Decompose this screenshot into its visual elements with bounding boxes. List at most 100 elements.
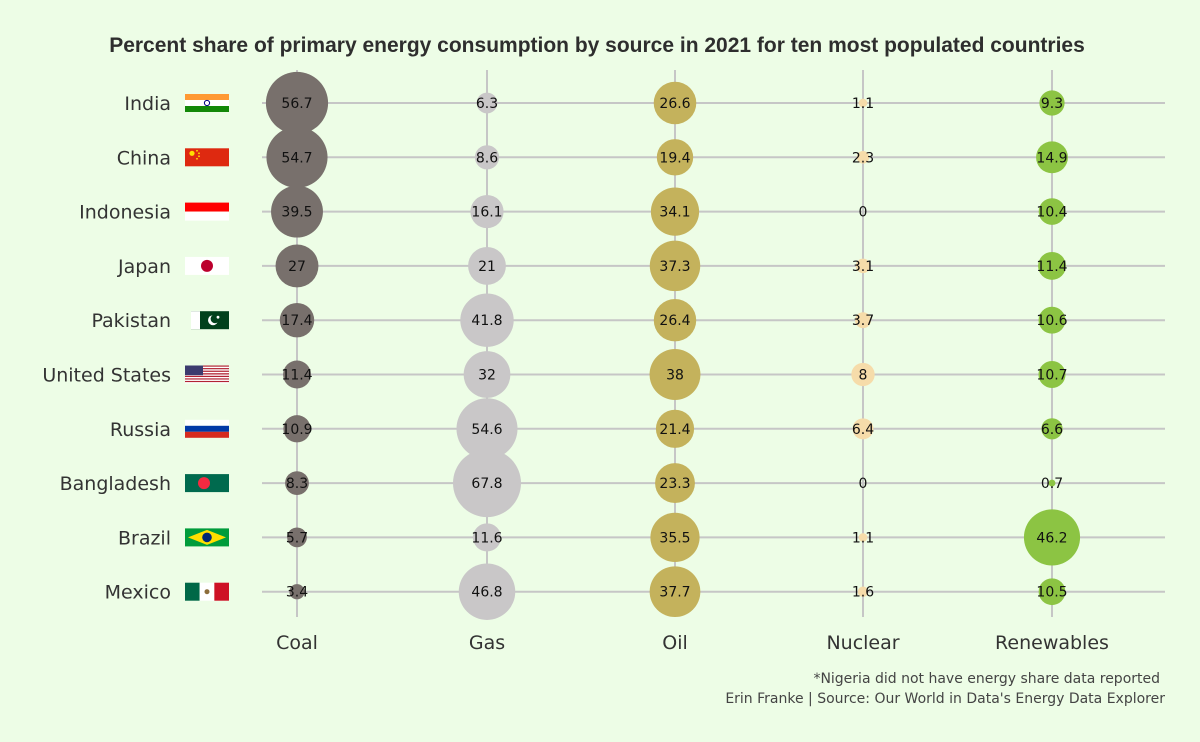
gridlines: [262, 70, 1165, 617]
bubble-india-gas: [476, 92, 498, 114]
bubble-russia-coal: [283, 415, 311, 443]
bubble-japan-renewables: [1038, 251, 1066, 280]
country-label-pakistan: Pakistan: [91, 310, 171, 332]
bubble-china-nuclear: [856, 151, 870, 164]
value-india-nuclear: 1.1: [852, 96, 874, 112]
value-brazil-nuclear: 1.1: [852, 530, 874, 546]
japan-flag-icon: [185, 256, 229, 275]
country-label-japan: Japan: [117, 256, 171, 278]
bubble-pakistan-nuclear: [855, 312, 871, 329]
bubble-japan-coal: [275, 244, 319, 288]
flags: [185, 94, 229, 601]
x-tick-oil: Oil: [662, 632, 688, 654]
country-label-india: India: [124, 93, 171, 115]
bubble-russia-oil: [655, 409, 695, 448]
value-bangladesh-gas: 67.8: [471, 476, 502, 492]
value-indonesia-coal: 39.5: [281, 205, 312, 221]
value-china-oil: 19.4: [659, 150, 690, 166]
bubble-united-states-nuclear: [851, 362, 875, 387]
value-united-states-nuclear: 8: [859, 368, 868, 384]
value-indonesia-renewables: 10.4: [1036, 205, 1067, 221]
bubble-mexico-nuclear: [857, 586, 869, 597]
value-mexico-renewables: 10.5: [1036, 585, 1067, 601]
source-credit: Erin Franke | Source: Our World in Data'…: [725, 691, 1165, 707]
bubble-united-states-oil: [649, 349, 701, 400]
value-russia-oil: 21.4: [659, 422, 690, 438]
chart-title: Percent share of primary energy consumpt…: [109, 34, 1085, 57]
usa-flag-icon: [185, 365, 229, 384]
value-pakistan-nuclear: 3.7: [852, 313, 874, 329]
bubble-china-gas: [474, 145, 500, 170]
bubble-brazil-coal: [287, 527, 307, 548]
bubble-japan-nuclear: [855, 258, 871, 274]
value-pakistan-renewables: 10.6: [1036, 313, 1067, 329]
bubble-bangladesh-oil: [655, 463, 695, 504]
value-brazil-renewables: 46.2: [1036, 530, 1067, 546]
value-china-renewables: 14.9: [1036, 150, 1067, 166]
value-indonesia-gas: 16.1: [471, 205, 502, 221]
footnote: *Nigeria did not have energy share data …: [813, 671, 1160, 687]
bubble-china-oil: [656, 139, 694, 176]
value-pakistan-coal: 17.4: [281, 313, 312, 329]
bubble-mexico-oil: [649, 566, 701, 618]
country-label-bangladesh: Bangladesh: [60, 473, 171, 495]
bubble-china-renewables: [1036, 141, 1068, 174]
bubble-mexico-renewables: [1038, 578, 1066, 606]
value-mexico-oil: 37.7: [659, 585, 690, 601]
value-indonesia-oil: 34.1: [659, 205, 690, 221]
value-china-gas: 8.6: [476, 150, 498, 166]
value-indonesia-nuclear: 0: [859, 205, 868, 221]
value-bangladesh-coal: 8.3: [286, 476, 308, 492]
bubble-pakistan-gas: [460, 293, 514, 347]
bubble-russia-renewables: [1041, 418, 1063, 440]
pakistan-flag-icon: [191, 311, 229, 330]
value-labels: 56.7 6.3 26.6 1.1 9.3 54.7 8.6 19.4 2.3 14.9 39.5 1…: [281, 96, 1067, 601]
bubble-pakistan-renewables: [1038, 306, 1066, 334]
indonesia-flag-icon: [185, 202, 229, 221]
country-label-china: China: [117, 147, 171, 169]
bubble-mexico-coal: [289, 584, 305, 600]
x-tick-nuclear: Nuclear: [826, 632, 899, 654]
bubble-india-oil: [653, 81, 697, 125]
x-tick-coal: Coal: [276, 632, 318, 654]
brazil-flag-icon: [185, 528, 229, 547]
bubble-india-renewables: [1039, 90, 1065, 116]
x-tick-gas: Gas: [469, 632, 505, 654]
x-axis: Coal Gas Oil Nuclear Renewables: [276, 632, 1109, 654]
value-japan-gas: 21: [478, 259, 496, 275]
value-united-states-gas: 32: [478, 368, 496, 384]
bubble-indonesia-gas: [470, 195, 504, 229]
value-india-coal: 56.7: [281, 96, 312, 112]
bubble-united-states-coal: [283, 360, 311, 389]
bubble-indonesia-renewables: [1038, 198, 1066, 225]
value-japan-nuclear: 3.1: [852, 259, 874, 275]
bubble-japan-oil: [649, 240, 701, 292]
value-pakistan-oil: 26.4: [659, 313, 690, 329]
x-tick-renewables: Renewables: [995, 632, 1109, 654]
russia-flag-icon: [185, 419, 229, 438]
country-label-brazil: Brazil: [118, 527, 171, 549]
india-flag-icon: [185, 94, 229, 112]
bubble-bangladesh-renewables: [1048, 479, 1056, 487]
value-bangladesh-renewables: 0.7: [1041, 476, 1063, 492]
value-bangladesh-oil: 23.3: [659, 476, 690, 492]
value-china-coal: 54.7: [281, 150, 312, 166]
value-japan-coal: 27: [288, 259, 306, 275]
mexico-flag-icon: [185, 582, 229, 601]
bubble-united-states-renewables: [1038, 360, 1066, 389]
value-india-renewables: 9.3: [1041, 96, 1063, 112]
value-russia-gas: 54.6: [471, 422, 502, 438]
bubble-india-coal: [265, 71, 329, 135]
value-mexico-gas: 46.8: [471, 585, 502, 601]
bubble-bangladesh-coal: [285, 471, 309, 495]
value-united-states-oil: 38: [666, 368, 684, 384]
value-japan-oil: 37.3: [659, 259, 690, 275]
bangladesh-flag-icon: [185, 474, 229, 493]
china-flag-icon: [185, 148, 229, 167]
bubble-brazil-renewables: [1023, 509, 1081, 566]
value-russia-renewables: 6.6: [1041, 422, 1063, 438]
value-japan-renewables: 11.4: [1036, 259, 1067, 275]
value-united-states-renewables: 10.7: [1036, 368, 1067, 384]
bubble-brazil-oil: [650, 512, 700, 563]
value-china-nuclear: 2.3: [852, 150, 874, 166]
